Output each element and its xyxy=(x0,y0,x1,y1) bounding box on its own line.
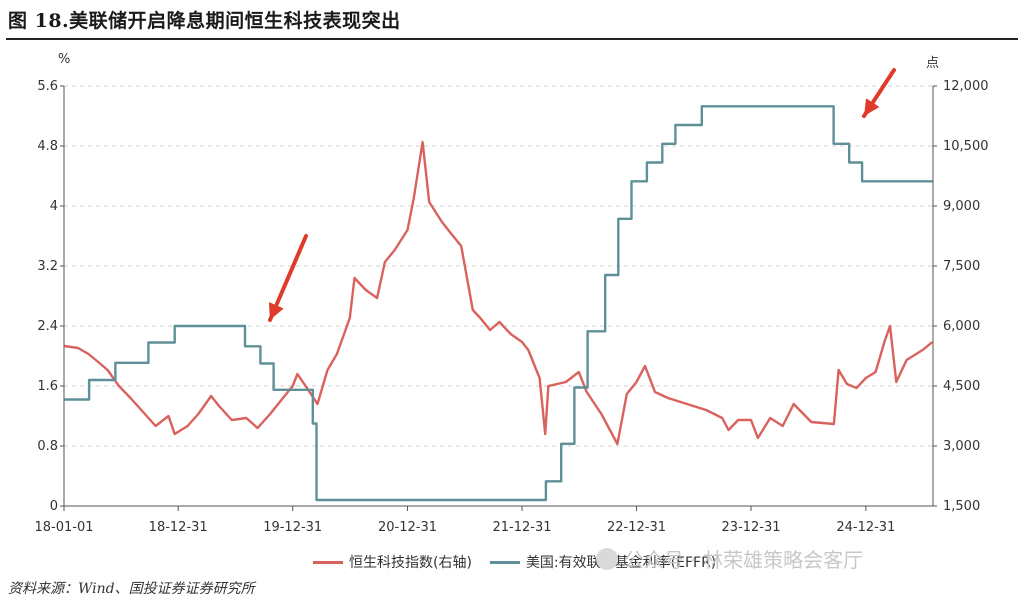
right-tick-label: 6,000 xyxy=(943,319,980,334)
left-tick-label: 5.6 xyxy=(37,79,58,94)
right-axis-unit: 点 xyxy=(926,56,940,71)
series-lines xyxy=(64,105,934,502)
watermark-text: 公众号 · 林荣雄策略会客厅 xyxy=(624,548,864,572)
x-tick-label: 22-12-31 xyxy=(607,520,666,535)
right-tick-label: 10,500 xyxy=(943,139,989,154)
right-tick-label: 4,500 xyxy=(943,379,980,394)
legend-item-hstech: 恒生科技指数(右轴) xyxy=(313,552,472,572)
annotation-arrows xyxy=(268,68,896,322)
arrow-head xyxy=(268,302,284,320)
source-note: 资料来源：Wind、国投证券证券研究所 xyxy=(8,581,255,597)
right-tick-label: 3,000 xyxy=(943,439,980,454)
legend-item-effr: 美国:有效联邦基金利率(EFFR) xyxy=(489,552,717,572)
wechat-logo-icon xyxy=(596,547,618,570)
legend-label-hstech: 恒生科技指数(右轴) xyxy=(349,555,472,571)
left-tick-label: 0 xyxy=(50,499,58,514)
x-tick-label: 24-12-31 xyxy=(836,520,895,535)
chart-title: 图 18.美联储开启降息期间恒生科技表现突出 xyxy=(8,10,401,32)
x-tick-label: 18-01-01 xyxy=(34,520,93,535)
axes: 0 1,500 0.8 3,000 1.6 4,500 2.4 6,000 3.2 7,500 4 9… xyxy=(34,79,988,535)
right-tick-label: 7,500 xyxy=(943,259,980,274)
legend: 恒生科技指数(右轴) 美国:有效联邦基金利率(EFFR) xyxy=(313,552,734,572)
left-tick-label: 4 xyxy=(50,199,58,214)
arrow-2019-cuts xyxy=(268,234,308,322)
x-tick-label: 20-12-31 xyxy=(378,520,437,535)
left-tick-label: 1.6 xyxy=(37,379,58,394)
series-line-effr xyxy=(64,105,933,502)
legend-swatch-hstech xyxy=(313,560,343,564)
left-tick-label: 4.8 xyxy=(37,139,58,154)
x-tick-label: 19-12-31 xyxy=(263,520,322,535)
legend-label-effr: 美国:有效联邦基金利率(EFFR) xyxy=(525,555,717,571)
right-tick-label: 12,000 xyxy=(943,79,989,94)
arrow-head xyxy=(864,98,880,116)
left-axis-unit: % xyxy=(58,52,71,67)
left-tick-label: 2.4 xyxy=(37,319,58,334)
x-tick-label: 18-12-31 xyxy=(149,520,208,535)
arrow-2024-cuts xyxy=(862,68,896,118)
title-divider xyxy=(6,38,1018,40)
right-tick-label: 9,000 xyxy=(943,199,980,214)
left-tick-label: 3.2 xyxy=(37,259,58,274)
series-line-hstech xyxy=(64,140,934,446)
legend-swatch-effr xyxy=(489,560,520,564)
gridlines xyxy=(64,85,933,447)
left-tick-label: 0.8 xyxy=(37,439,58,454)
watermark: 公众号 · 林荣雄策略会客厅 xyxy=(596,544,863,573)
x-tick-label: 23-12-31 xyxy=(722,520,781,535)
x-tick-label: 21-12-31 xyxy=(493,520,552,535)
right-tick-label: 1,500 xyxy=(943,499,980,514)
